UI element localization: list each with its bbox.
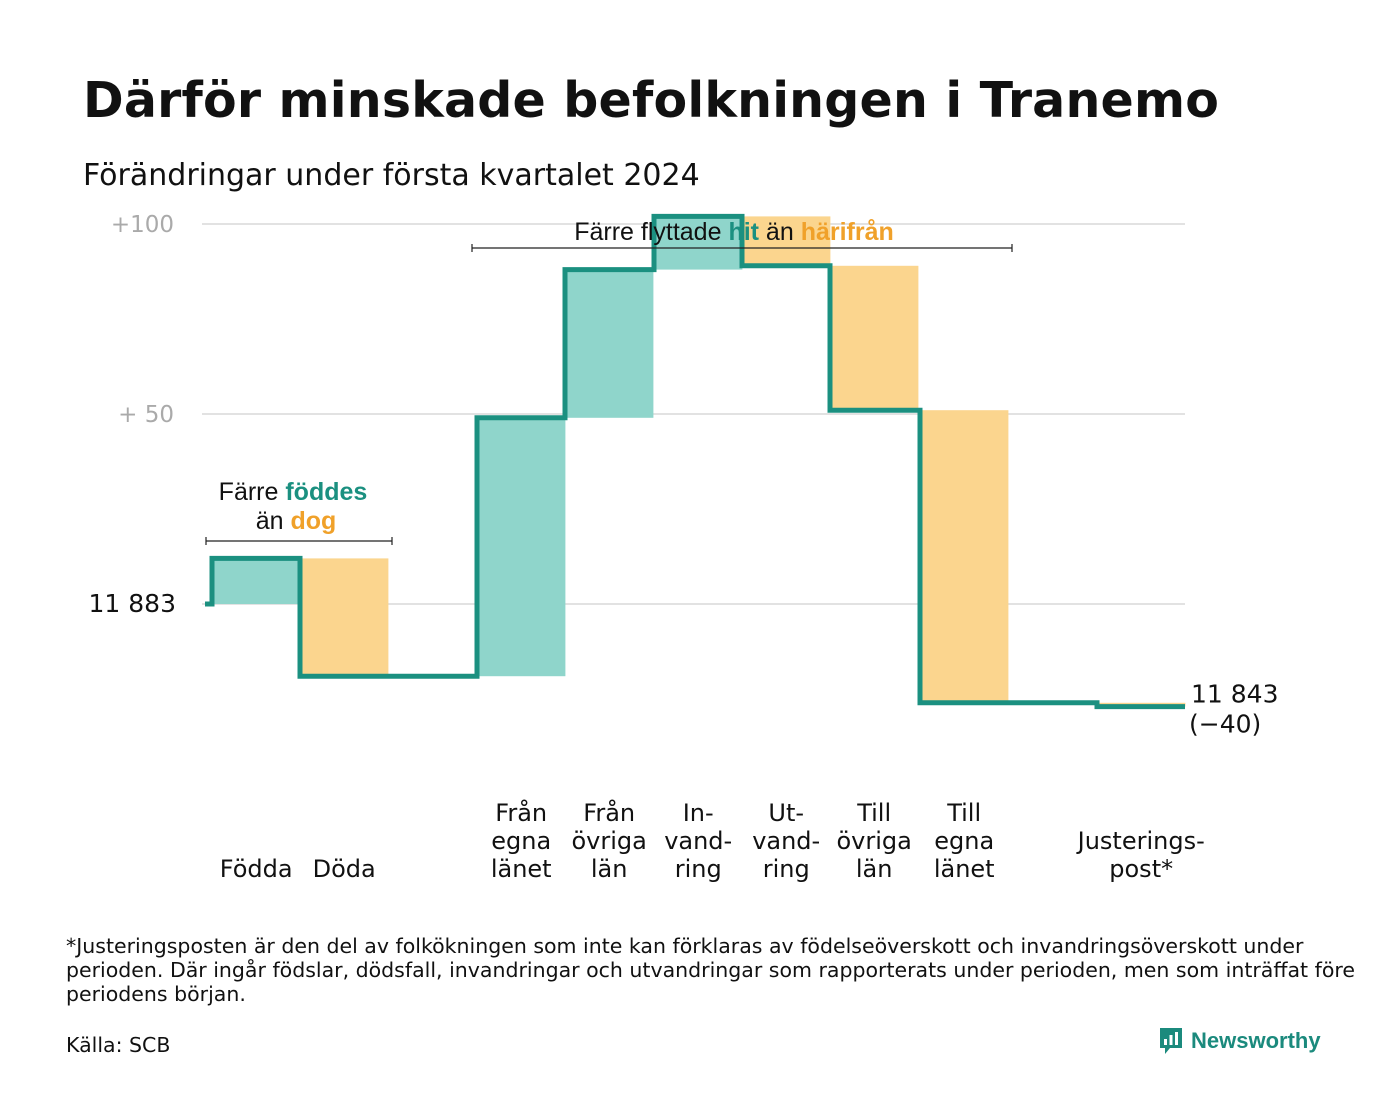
end-value-label: 11 843 [1191,680,1278,709]
category-label: Döda [313,855,376,883]
waterfall-bar [477,417,566,677]
waterfall-bar [212,558,301,604]
waterfall-bar [830,265,919,411]
category-label: egna [491,827,551,855]
category-label: Från [495,798,547,827]
category-label: länet [491,855,552,883]
newsworthy-logo-icon [1160,1028,1182,1054]
y-tick-label: +100 [111,212,174,238]
chart-title: Därför minskade befolkningen i Tranemo [83,72,1220,129]
category-label: ring [675,855,722,883]
category-label: länet [934,855,995,883]
category-label: Till [946,799,981,827]
source-label: Källa: SCB [66,1033,171,1057]
y-tick-label: + 50 [118,402,174,428]
category-label: ring [763,855,810,883]
category-label: Till [856,799,891,827]
migration-annotation-span: härifrån [801,218,894,246]
end-change-label: (−40) [1189,710,1261,739]
migration-annotation-span: hit [728,218,759,246]
category-label: Från [583,798,635,827]
migration-annotation: Färre flyttade hit än härifrån [574,218,894,246]
waterfall-bar [654,216,743,270]
category-label: Justerings- [1076,827,1205,855]
category-label: län [591,855,628,883]
category-label: vand- [664,827,732,855]
category-label: Födda [220,855,293,883]
category-label: egna [934,827,994,855]
waterfall-bar [920,410,1009,703]
cumulative-step-line [205,213,1185,710]
births-annotation-line1-span: Färre [219,478,286,506]
category-label: län [856,855,893,883]
chart-subtitle: Förändringar under första kvartalet 2024 [83,158,700,193]
category-label: post* [1109,855,1173,883]
category-label: In- [683,799,714,827]
newsworthy-logo[interactable]: Newsworthy [1158,1026,1321,1056]
migration-annotation-span: än [759,218,801,246]
category-label: övriga [572,827,647,855]
births-annotation-line2: än dog [256,507,337,535]
births-annotation-line1-span: föddes [285,478,367,506]
footnote: *Justeringsposten är den del av folkökni… [66,934,1355,1006]
category-label: Ut- [768,799,804,827]
waterfall-bar [300,558,389,677]
births-annotation-line2-span: dog [290,507,336,535]
category-label: vand- [752,827,820,855]
migration-annotation-span: Färre flyttade [574,218,728,246]
category-label: övriga [837,827,912,855]
baseline-value-label: 11 883 [89,589,176,618]
births-annotation-line1: Färre föddes [219,478,368,506]
waterfall-bar [565,269,654,418]
births-annotation-line2-span: än [256,507,291,535]
waterfall-bar [742,216,831,266]
brand-name: Newsworthy [1191,1028,1321,1053]
